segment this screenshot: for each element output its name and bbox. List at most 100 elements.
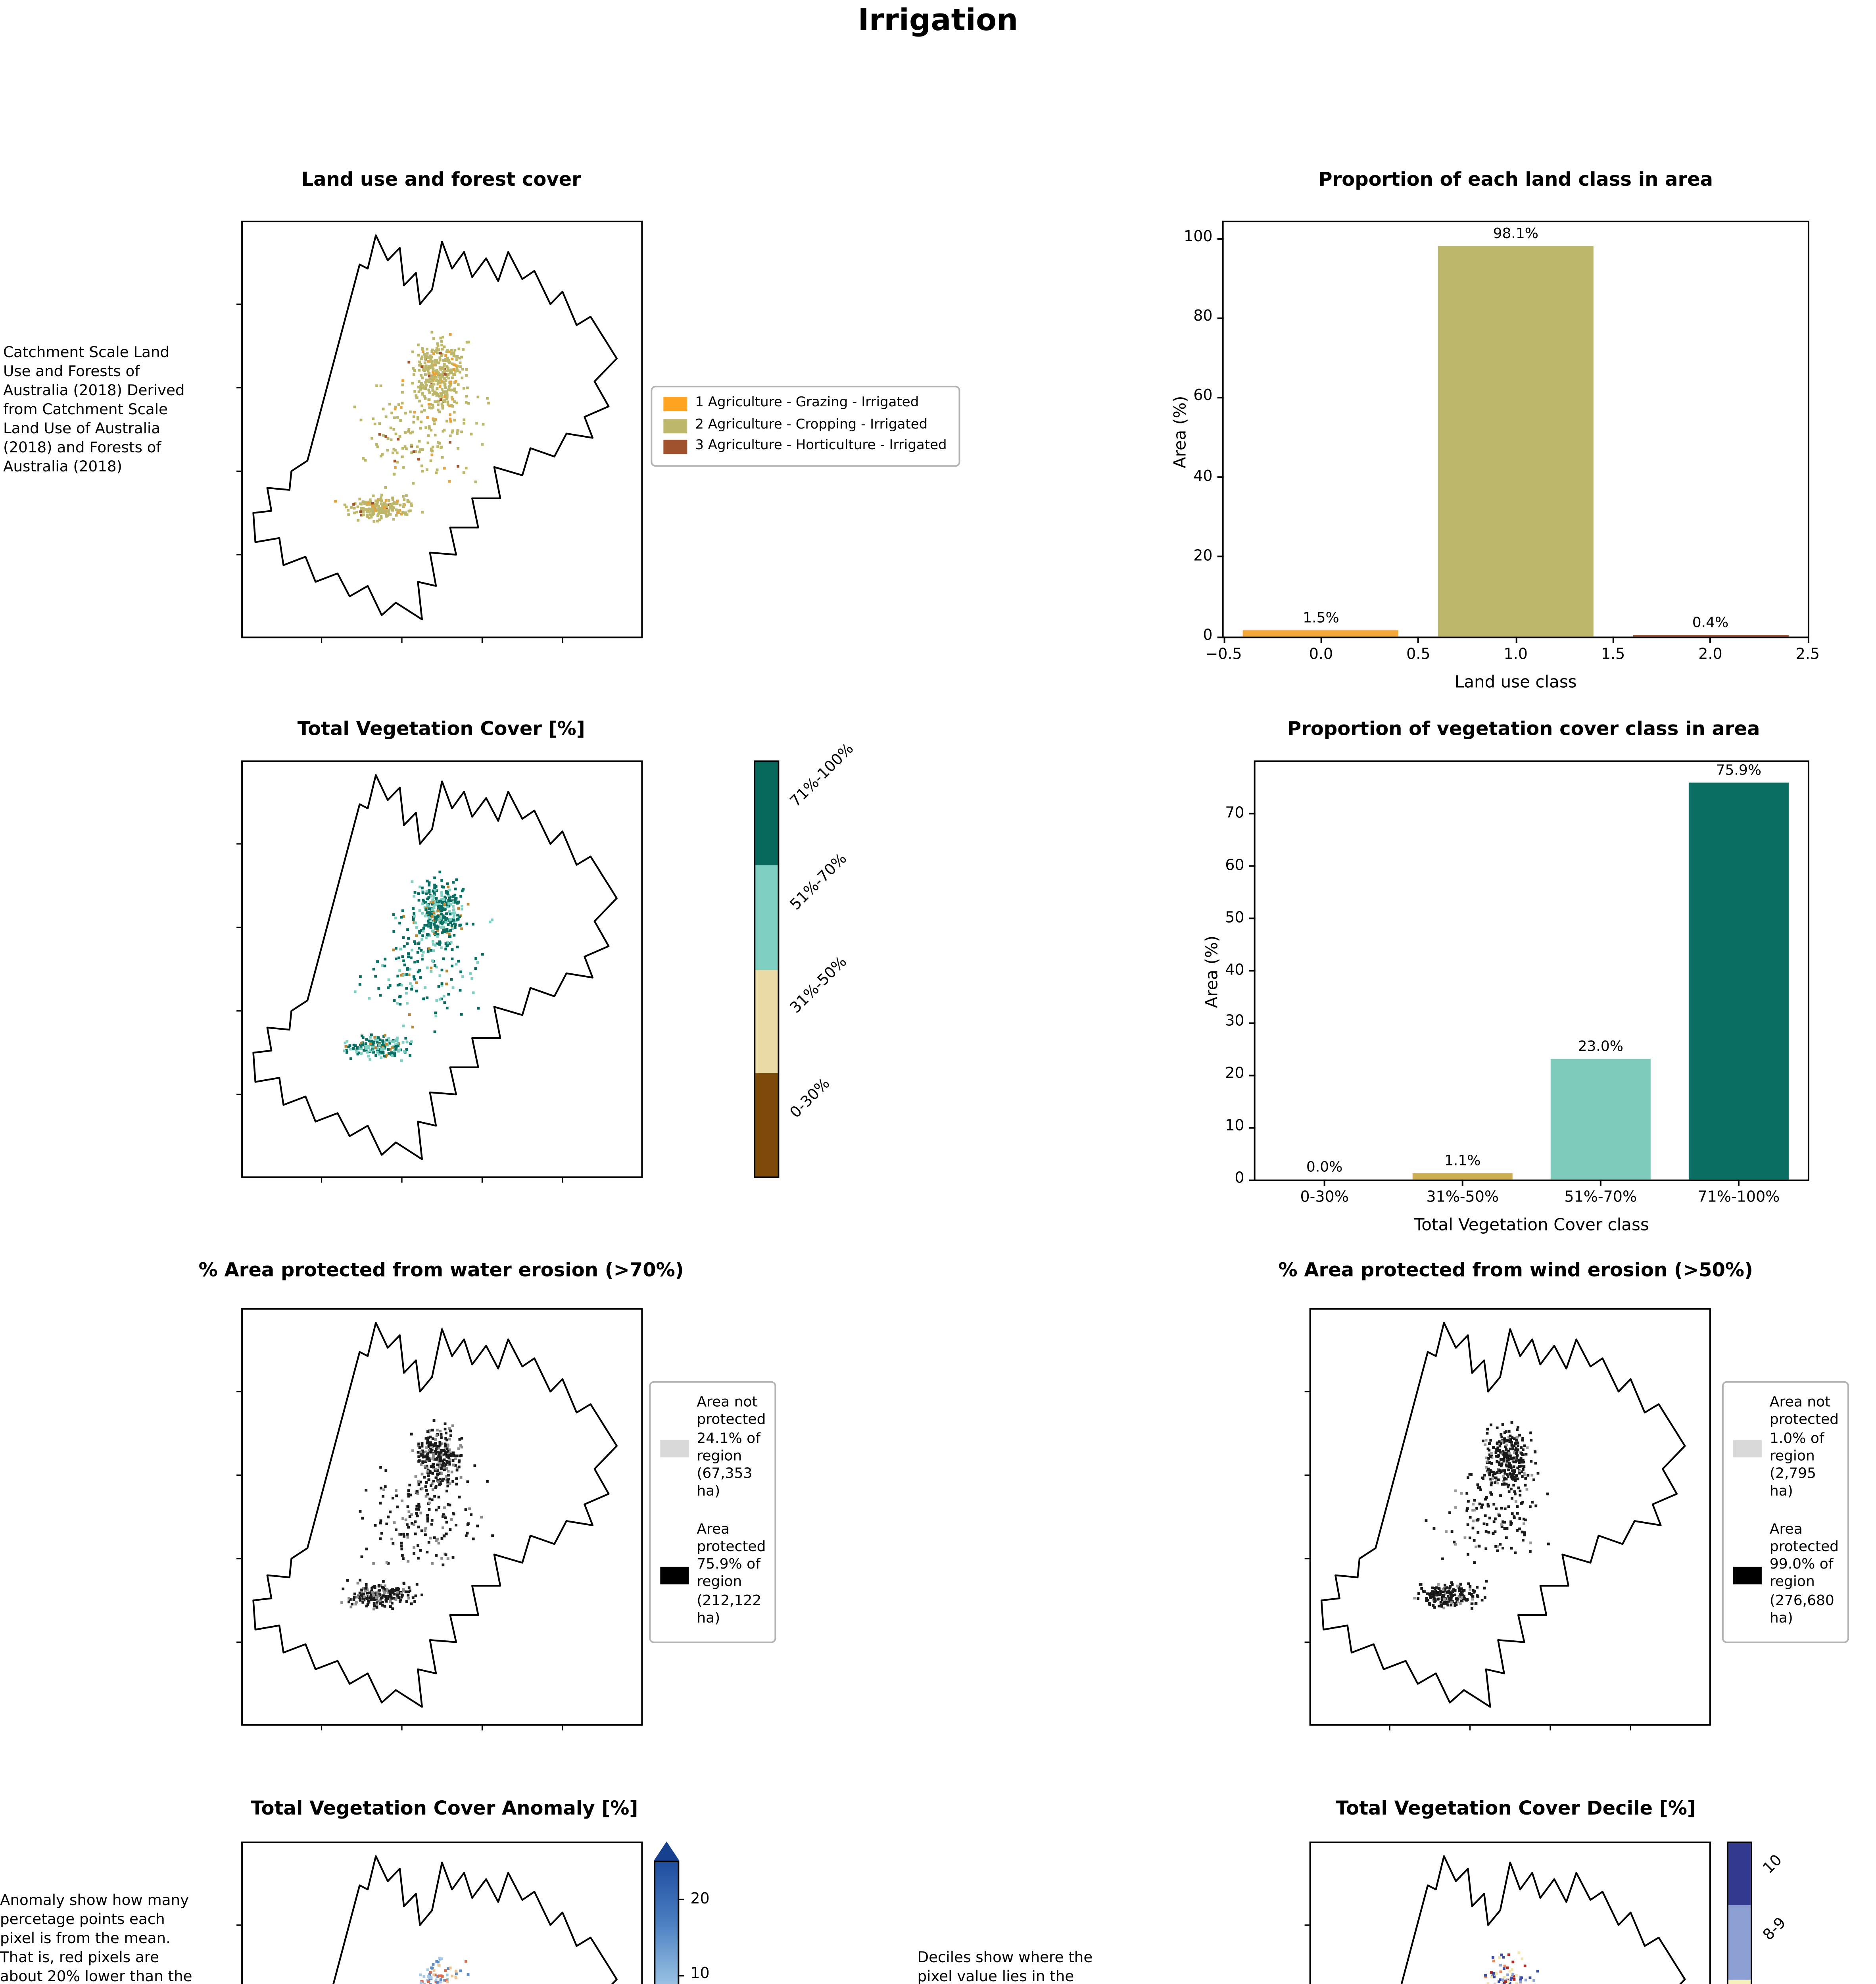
water-erosion-legend: Area not protected 24.1% of region (67,3… [649, 1381, 776, 1643]
vegcover-colorbar: 71%-100% 51%-70% 31%-50% 0-30% [754, 740, 858, 1178]
colorbar-segment [1728, 1980, 1751, 1984]
legend-item: Area not protected 24.1% of region (67,3… [660, 1395, 766, 1503]
colorbar-arrow-up [653, 1841, 679, 1861]
water-erosion-map [236, 1308, 643, 1730]
colorbar-tick-label: 20 [690, 1890, 710, 1908]
colorbar-tick-label: 10 [690, 1966, 710, 1984]
legend-label: Area not protected 24.1% of region (67,3… [697, 1395, 766, 1501]
colorbar-label: 71%-100% [787, 740, 858, 811]
x-tick [1323, 1179, 1325, 1186]
colorbar-segment [755, 1073, 778, 1177]
y-tick [1249, 1074, 1256, 1076]
colorbar-tick [678, 1899, 684, 1901]
y-tick [1217, 317, 1224, 319]
colorbar-segment [755, 762, 778, 866]
y-tick-label: 20 [1193, 547, 1213, 565]
y-tick-label: 40 [1225, 961, 1244, 979]
y-tick [1249, 1127, 1256, 1128]
legend-label: 1 Agriculture - Grazing - Irrigated [695, 395, 919, 411]
bar [1551, 1059, 1651, 1180]
x-tick-label: 51%-70% [1564, 1189, 1637, 1207]
colorbar-label: 10 [1760, 1851, 1786, 1877]
y-tick [1249, 917, 1256, 919]
legend-item: 2 Agriculture - Cropping - Irrigated [663, 415, 947, 437]
water-erosion-map-canvas [236, 1308, 643, 1730]
y-tick-label: 60 [1193, 388, 1213, 406]
x-tick [1461, 1179, 1463, 1186]
bar-value-label: 1.1% [1444, 1155, 1481, 1171]
y-tick-label: 70 [1225, 804, 1244, 822]
x-tick-label: 0-30% [1300, 1189, 1349, 1207]
landuse-map-canvas [236, 221, 643, 643]
anomaly-colorbar-body: 20100−10−20 [654, 1860, 710, 1984]
legend-item: Area not protected 1.0% of region (2,795… [1733, 1395, 1839, 1503]
legend-item: Area protected 75.9% of region (212,122 … [660, 1521, 766, 1629]
legend-label: Area protected 75.9% of region (212,122 … [697, 1521, 766, 1627]
x-tick-label: 31%-50% [1426, 1189, 1499, 1207]
x-tick-label: 0.0 [1309, 646, 1333, 664]
bar [1413, 1174, 1512, 1180]
legend-swatch [660, 1440, 689, 1458]
bar-value-label: 0.4% [1692, 616, 1729, 632]
y-tick [1249, 1178, 1256, 1180]
y-tick-label: 80 [1193, 308, 1213, 326]
x-tick [1515, 636, 1517, 643]
legend-label: Area not protected 1.0% of region (2,795… [1769, 1395, 1839, 1501]
legend-label: 3 Agriculture - Horticulture - Irrigated [695, 438, 947, 454]
x-tick [1807, 636, 1809, 643]
legend-item: 1 Agriculture - Grazing - Irrigated [663, 394, 947, 415]
legend-label: Area protected 99.0% of region (276,680 … [1769, 1521, 1839, 1627]
y-tick-label: 40 [1193, 467, 1213, 485]
legend-label: 2 Agriculture - Cropping - Irrigated [695, 417, 928, 433]
legend-swatch [1733, 1566, 1762, 1584]
x-tick-label: 2.5 [1795, 646, 1820, 664]
colorbar-segment [1728, 1843, 1751, 1905]
legend-swatch [1733, 1440, 1762, 1458]
y-tick [1217, 476, 1224, 478]
landuse-map [236, 221, 643, 643]
colorbar-tick [678, 1974, 684, 1976]
vegclass-chart-title: Proportion of vegetation cover class in … [1287, 717, 1760, 740]
x-tick [1320, 636, 1322, 643]
landuse-pixels [334, 331, 490, 523]
vegcover-map-title: Total Vegetation Cover [%] [297, 717, 585, 740]
y-tick-label: 100 [1184, 229, 1213, 246]
wind-erosion-map-canvas [1304, 1308, 1711, 1730]
anomaly-colorbar: 20100−10−20 [653, 1841, 710, 1984]
y-tick-label: 0 [1235, 1170, 1244, 1188]
colorbar-label: 31%-50% [787, 954, 851, 1018]
water-pixels [340, 1419, 494, 1611]
x-tick [1612, 636, 1614, 643]
colorbar-label: 8-9 [1760, 1914, 1790, 1944]
bar [1243, 631, 1399, 637]
vegcover-pixels [343, 871, 493, 1062]
colorbar-segment [755, 969, 778, 1073]
bar-value-label: 98.1% [1493, 227, 1538, 243]
colorbar-segment [755, 865, 778, 969]
legend-swatch [660, 1566, 689, 1584]
wind-erosion-map [1304, 1308, 1711, 1730]
vegcover-map-canvas [236, 760, 643, 1183]
wind-erosion-legend: Area not protected 1.0% of region (2,795… [1722, 1381, 1849, 1643]
y-tick [1249, 1022, 1256, 1024]
anomaly-map-canvas [236, 1841, 643, 1984]
legend-item: 3 Agriculture - Horticulture - Irrigated [663, 437, 947, 458]
y-tick [1249, 865, 1256, 867]
anomaly-map [236, 1841, 643, 1984]
vegclass-plot-area: 0 10 20 30 40 50 60 70 0-30% 31%-50% 51%-70% 71%-10… [1225, 760, 1809, 1207]
decile-map-canvas [1304, 1841, 1711, 1984]
y-tick-label: 0 [1203, 627, 1213, 645]
y-tick-label: 10 [1225, 1118, 1244, 1136]
y-tick-label: 20 [1225, 1065, 1244, 1083]
y-tick [1217, 636, 1224, 638]
landclass-x-axis-label: Land use class [1454, 673, 1577, 692]
x-tick-label: 71%-100% [1697, 1189, 1780, 1207]
decile-title: Total Vegetation Cover Decile [%] [1335, 1797, 1696, 1819]
decile-map [1304, 1841, 1711, 1984]
vegclass-x-axis-label: Total Vegetation Cover class [1414, 1216, 1649, 1235]
legend-item: Area protected 99.0% of region (276,680 … [1733, 1521, 1839, 1629]
y-tick-label: 30 [1225, 1013, 1244, 1031]
legend-swatch [663, 419, 687, 433]
page-title: Irrigation [858, 3, 1018, 38]
bar [1632, 635, 1788, 637]
